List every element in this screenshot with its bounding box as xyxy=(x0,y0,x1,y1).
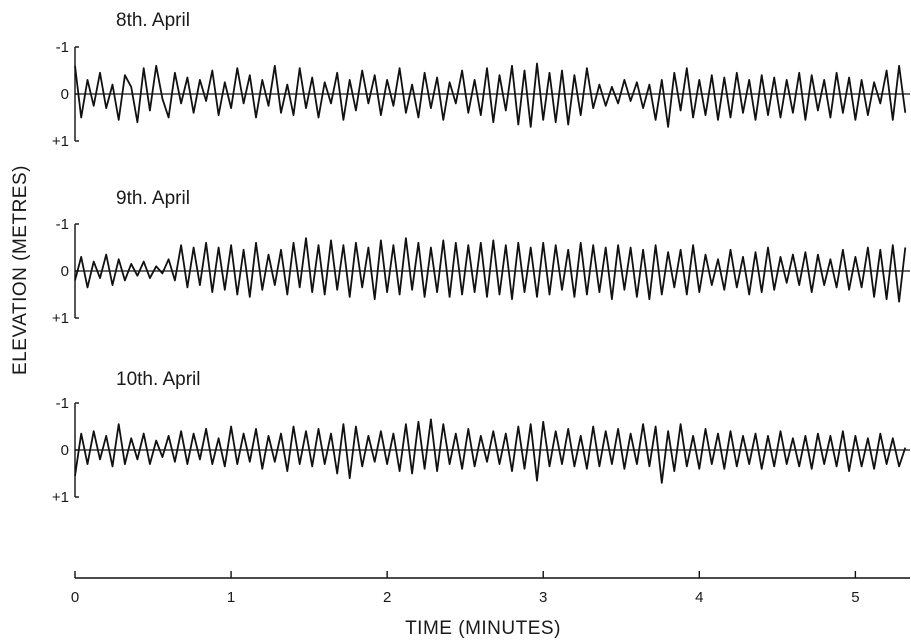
y-tick-label: +1 xyxy=(52,133,69,150)
panel-title: 9th. April xyxy=(116,188,190,209)
y-tick-label: 0 xyxy=(61,442,69,459)
y-tick-label: -1 xyxy=(56,216,69,233)
x-tick-label: 1 xyxy=(227,589,235,606)
elevation-trace xyxy=(74,62,907,128)
panel-3: 10th. April -1 0 +1 xyxy=(52,369,910,506)
panel-title: 8th. April xyxy=(116,10,190,31)
panel-title: 10th. April xyxy=(116,369,201,390)
panel-1: 8th. April -1 0 +1 xyxy=(52,10,910,150)
y-tick-label: -1 xyxy=(56,395,69,412)
panel-2: 9th. April -1 0 +1 xyxy=(52,188,910,327)
y-tick-label: -1 xyxy=(56,39,69,56)
y-tick-label: +1 xyxy=(52,489,69,506)
x-axis-title: TIME (MINUTES) xyxy=(405,618,561,639)
y-tick-label: +1 xyxy=(52,310,69,327)
x-tick-label: 5 xyxy=(851,589,859,606)
x-axis: 0 1 2 3 4 5 xyxy=(71,571,910,606)
x-tick-label: 4 xyxy=(695,589,703,606)
elevation-trace xyxy=(74,418,907,484)
x-tick-label: 0 xyxy=(71,589,79,606)
y-tick-label: 0 xyxy=(61,86,69,103)
elevation-trace xyxy=(74,237,907,303)
y-tick-label: 0 xyxy=(61,263,69,280)
x-tick-label: 2 xyxy=(383,589,391,606)
y-axis-title: ELEVATION (METRES) xyxy=(10,165,31,375)
x-tick-label: 3 xyxy=(539,589,547,606)
